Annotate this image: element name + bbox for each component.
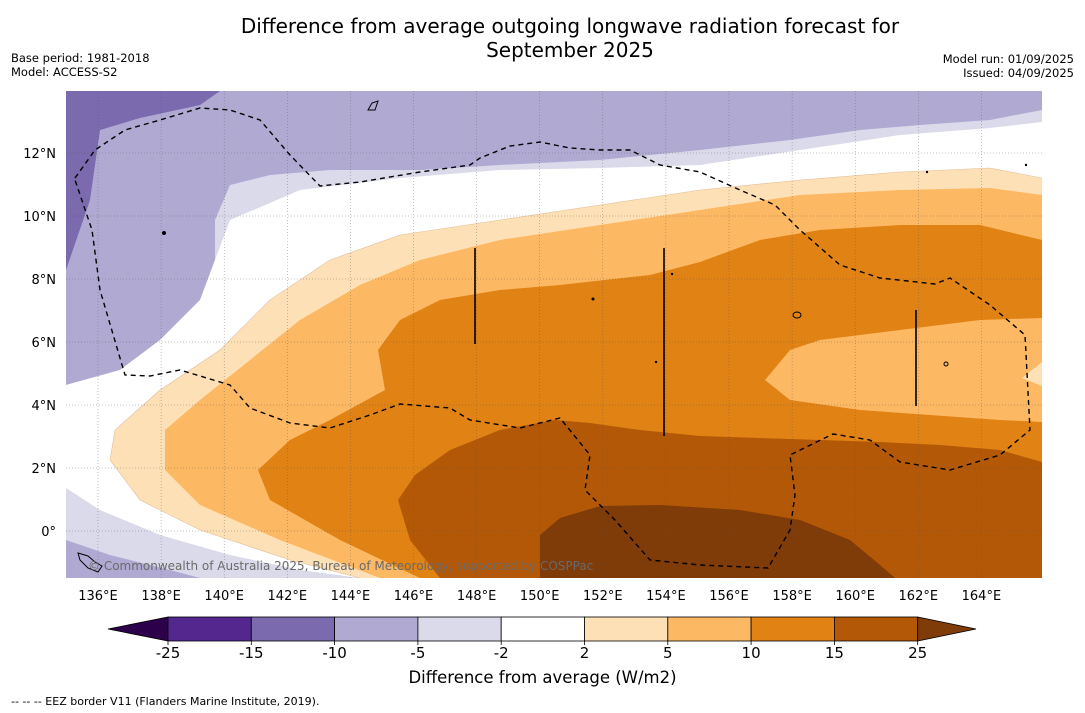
island-dot [670,272,674,276]
colorbar: -25 -15 -10 -5 -2 2 5 10 15 25 [107,616,977,662]
band-minus10 [66,91,1042,385]
copyright-text: © Commonwealth of Australia 2025, Bureau… [88,559,593,573]
anomaly-field [66,91,1042,578]
longitude-label: 144°E [331,589,371,604]
island-dot [1024,163,1028,167]
base-period: Base period: 1981-2018 [11,51,150,65]
latitude-label: 8°N [32,273,57,288]
graticule [66,91,1042,578]
colorbar-tick-label: -25 [156,644,181,662]
contour-edges [109,167,1042,578]
colorbar-tick-label: -10 [322,644,347,662]
eez-line [74,107,1031,569]
band-plus2-east [1022,362,1042,386]
colorbar-tick-label: -5 [410,644,425,662]
colorbar-swatch [750,616,835,642]
colorbar-tick-label: -2 [494,644,509,662]
longitude-label: 160°E [835,589,875,604]
longitude-label: 156°E [709,589,749,604]
colorbar-tick-label: 25 [908,644,927,662]
latitude-label: 6°N [32,336,57,351]
longitude-label: 154°E [646,589,686,604]
longitude-label: 146°E [394,589,434,604]
latitude-labels: 12°N 10°N 8°N 6°N 4°N 2°N 0° [23,147,56,540]
map-title: Difference from average outgoing longwav… [170,14,970,62]
longitude-label: 148°E [457,589,497,604]
latitude-label: 2°N [32,462,57,477]
latitude-label: 0° [41,525,56,540]
island-dot [925,170,929,174]
latitude-label: 10°N [23,210,56,225]
colorbar-swatch [667,616,752,642]
longitude-label: 138°E [141,589,181,604]
colorbar-swatch [834,616,919,642]
colorbar-swatch [584,616,669,642]
colorbar-tick-label: 5 [663,644,673,662]
island-pohnpei [792,311,802,319]
island-dot [654,360,658,364]
run-info: Model run: 01/09/2025 Issued: 04/09/2025 [943,52,1074,80]
colorbar-tick-label: 15 [825,644,844,662]
band-minus5-sw [66,488,360,578]
band-minus10-sw [66,540,200,578]
longitude-label: 164°E [962,589,1002,604]
longitude-labels: 136°E 138°E 140°E 142°E 144°E 146°E 148°E 150°E… [78,589,1001,604]
issued-date: Issued: 04/09/2025 [963,66,1074,80]
eez-footnote: -- -- -- EEZ border V11 (Flanders Marine… [11,695,320,708]
latitude-label: 4°N [32,399,57,414]
longitude-label: 140°E [204,589,244,604]
model-run-date: Model run: 01/09/2025 [942,52,1074,66]
island-yap [162,231,166,235]
model-name: Model: ACCESS-S2 [11,65,118,79]
band-plus5-east [765,318,1042,422]
band-plus25 [540,505,895,578]
colorbar-title: Difference from average (W/m2) [408,668,677,687]
island-kosrae [943,361,949,367]
longitude-label: 158°E [772,589,812,604]
band-minus10-ne [820,91,915,118]
longitude-label: 152°E [583,589,623,604]
colorbar-swatch [334,616,419,642]
title-line-2: September 2025 [486,38,654,62]
model-info: Base period: 1981-2018 Model: ACCESS-S2 [11,51,150,79]
colorbar-swatch [167,616,252,642]
colorbar-swatch [250,616,336,642]
longitude-label: 150°E [520,589,560,604]
latitude-label: 12°N [23,147,56,162]
title-line-1: Difference from average outgoing longwav… [240,14,900,38]
colorbar-under-arrow [107,616,169,642]
band-minus15 [66,91,220,270]
eez-border [74,100,1031,573]
colorbar-tick-label: -15 [239,644,264,662]
longitude-label: 136°E [78,589,118,604]
longitude-label: 142°E [268,589,308,604]
colorbar-swatch [500,616,585,642]
island-chuuk [591,297,595,301]
colorbar-swatch [417,616,502,642]
island-palau [77,552,103,573]
colorbar-over-arrow [917,616,977,642]
island-guam [367,100,379,111]
colorbar-tick-label: 2 [580,644,590,662]
colorbar-tick-label: 10 [742,644,761,662]
longitude-label: 162°E [899,589,939,604]
